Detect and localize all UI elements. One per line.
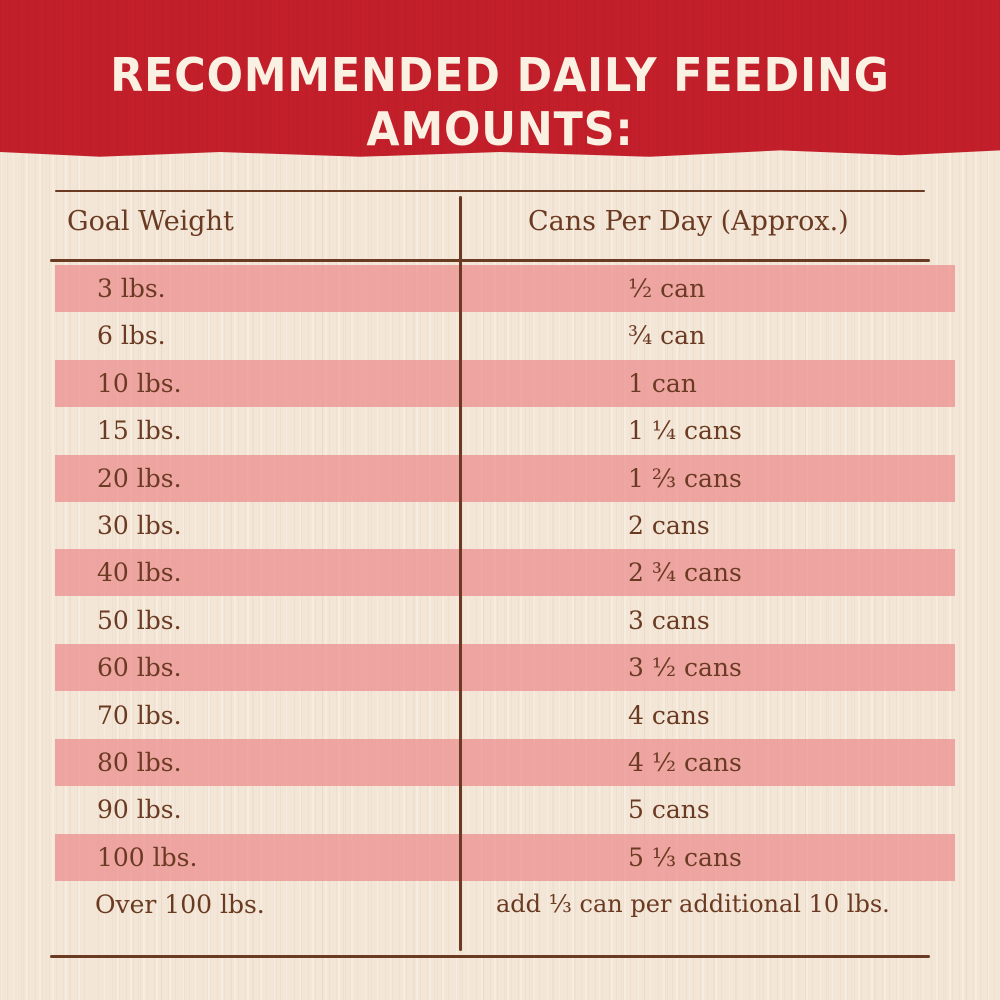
cans-per-day-cell: 4 ½ cans bbox=[628, 748, 742, 777]
goal-weight-cell: 10 lbs. bbox=[97, 368, 182, 398]
cans-per-day-cell: add ⅓ can per additional 10 lbs. bbox=[496, 890, 890, 919]
cans-per-day-cell: ¾ can bbox=[628, 321, 706, 351]
header-rule bbox=[50, 259, 930, 262]
table-row bbox=[55, 454, 955, 502]
title-banner bbox=[0, 0, 1000, 157]
table-row bbox=[55, 549, 955, 597]
cans-per-day-cell: 2 ¾ cans bbox=[628, 558, 742, 588]
table-row bbox=[55, 739, 955, 786]
cans-per-day-cell: 2 cans bbox=[628, 511, 710, 540]
page-title: RECOMMENDED DAILY FEEDING AMOUNTS: bbox=[110, 48, 890, 156]
cans-per-day-cell: ½ can bbox=[628, 274, 706, 303]
goal-weight-cell: 3 lbs. bbox=[97, 274, 166, 303]
table-row bbox=[55, 502, 955, 549]
cans-per-day-cell: 1 ¼ cans bbox=[628, 416, 742, 446]
cans-per-day-cell: 3 cans bbox=[628, 605, 710, 635]
table-row bbox=[55, 597, 955, 644]
goal-weight-cell: 90 lbs. bbox=[97, 795, 182, 825]
goal-weight-cell: 70 lbs. bbox=[97, 700, 182, 730]
goal-weight-cell: 100 lbs. bbox=[97, 842, 198, 872]
table-row bbox=[55, 644, 955, 692]
table-row bbox=[55, 407, 955, 454]
goal-weight-cell: 15 lbs. bbox=[97, 416, 182, 446]
table-top-rule bbox=[55, 190, 925, 192]
column-header-cans-per-day: Cans Per Day (Approx.) bbox=[528, 206, 849, 237]
goal-weight-cell: 6 lbs. bbox=[97, 321, 166, 351]
column-divider bbox=[459, 196, 462, 951]
table-row bbox=[55, 265, 955, 312]
cans-per-day-cell: 5 cans bbox=[628, 795, 710, 825]
goal-weight-cell: 30 lbs. bbox=[97, 511, 182, 540]
cans-per-day-cell: 4 cans bbox=[628, 700, 710, 730]
goal-weight-cell: 60 lbs. bbox=[97, 653, 182, 683]
table-row bbox=[55, 359, 955, 407]
goal-weight-cell: 50 lbs. bbox=[97, 605, 182, 635]
table-row bbox=[55, 312, 955, 359]
cans-per-day-cell: 1 ⅔ cans bbox=[628, 463, 742, 493]
goal-weight-cell: Over 100 lbs. bbox=[95, 890, 265, 920]
goal-weight-cell: 20 lbs. bbox=[97, 463, 182, 493]
table-row bbox=[55, 692, 955, 739]
cans-per-day-cell: 3 ½ cans bbox=[628, 653, 742, 683]
table-bottom-rule bbox=[50, 955, 930, 958]
column-header-goal-weight: Goal Weight bbox=[67, 206, 234, 237]
table-row bbox=[55, 786, 955, 833]
cans-per-day-cell: 1 can bbox=[628, 368, 697, 398]
table-row bbox=[55, 833, 955, 881]
goal-weight-cell: 40 lbs. bbox=[97, 558, 182, 588]
goal-weight-cell: 80 lbs. bbox=[97, 748, 182, 777]
cans-per-day-cell: 5 ⅓ cans bbox=[628, 842, 742, 872]
